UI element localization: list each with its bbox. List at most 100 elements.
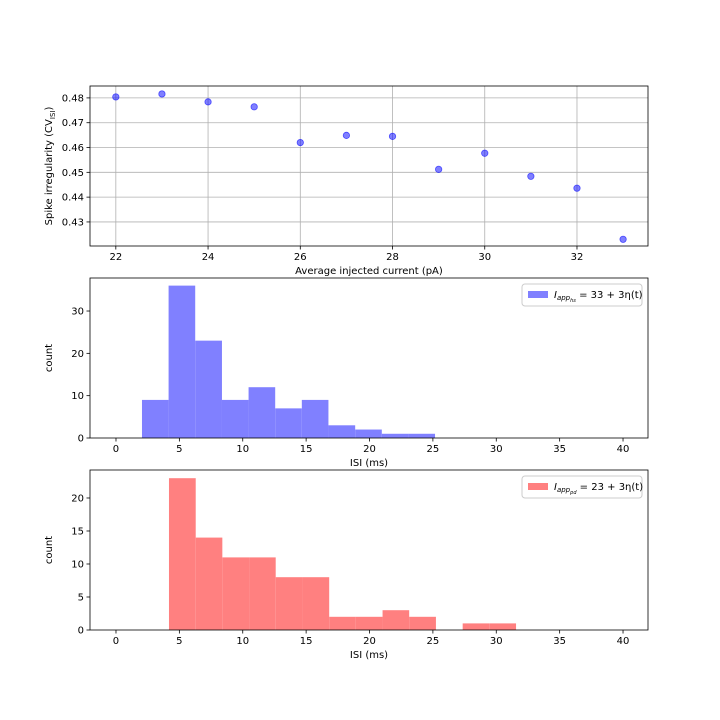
- legend: Iapppd = 23 + 3η(t): [521, 475, 643, 499]
- y-axis-label: count: [44, 344, 55, 372]
- bar: [195, 340, 222, 438]
- subplot: 0 5 10 15 20 25 30 35 40 0 10 20 30 ISI (ms) count Iapp…: [44, 277, 649, 469]
- legend-sub: app: [557, 294, 571, 302]
- point: [112, 93, 120, 101]
- x-tick-label: 10: [236, 636, 249, 647]
- y-tick-label: 0: [78, 434, 84, 445]
- bar: [275, 408, 302, 438]
- bar: [301, 399, 329, 438]
- y-tick-label: 10: [71, 559, 84, 570]
- bar: [275, 577, 303, 630]
- legend-label: Iapppd = 23 + 3η(t): [554, 482, 643, 496]
- y-label-end: ): [44, 107, 55, 111]
- bar: [195, 537, 223, 630]
- bar: [409, 616, 436, 630]
- point: [158, 90, 166, 98]
- x-tick-label: 26: [294, 252, 307, 263]
- x-tick-label: 25: [427, 444, 440, 455]
- y-tick-label: 10: [71, 391, 84, 402]
- bar: [382, 610, 410, 630]
- legend-rest: = 23 + 3η(t): [577, 482, 644, 493]
- x-tick-label: 5: [176, 444, 182, 455]
- y-tick-label: 0.48: [62, 93, 84, 104]
- legend-symbol: I: [554, 290, 557, 301]
- y-tick-label: 30: [71, 307, 84, 318]
- y-tick-label: 20: [71, 349, 84, 360]
- y-label-text: count: [44, 536, 55, 564]
- point: [573, 184, 581, 192]
- x-tick-label: 20: [363, 636, 376, 647]
- point: [342, 131, 351, 139]
- point: [250, 103, 258, 111]
- bar: [141, 399, 169, 438]
- x-tick-label: 40: [617, 444, 630, 455]
- x-tick-label: 40: [617, 636, 630, 647]
- legend-swatch: [528, 483, 548, 490]
- x-tick-label: 30: [490, 636, 503, 647]
- x-tick-label: 25: [427, 636, 440, 647]
- bar: [168, 285, 196, 438]
- point: [296, 138, 304, 147]
- x-tick-label: 15: [300, 444, 313, 455]
- y-tick-label: 0.46: [62, 143, 84, 154]
- subplot: 0 5 10 15 20 25 30 35 40 0 5 10 15 20 ISI (ms) count Iap…: [44, 469, 649, 661]
- legend-box: [521, 475, 643, 499]
- legend-subsub: hs: [570, 298, 576, 304]
- y-label-text: Spike irregularity (CV: [44, 119, 55, 225]
- bar: [249, 557, 276, 630]
- x-tick-label: 5: [176, 636, 182, 647]
- subplot: 22 24 26 28 30 32 0.43 0.44 0.45 0.46 0.47 0.48 Aver…: [44, 85, 649, 277]
- point: [388, 132, 397, 140]
- legend-subsub: pd: [569, 490, 577, 496]
- legend-rest: = 33 + 3η(t): [576, 290, 643, 301]
- bar: [222, 557, 250, 630]
- legend-label: Iapphs = 33 + 3η(t): [554, 290, 643, 304]
- bar: [355, 429, 382, 438]
- x-tick-label: 35: [553, 444, 566, 455]
- y-tick-label: 0.44: [62, 193, 84, 204]
- y-tick-label: 20: [71, 493, 84, 504]
- bar: [489, 623, 517, 630]
- y-tick-label: 0: [78, 626, 84, 637]
- legend-symbol: I: [554, 482, 557, 493]
- x-axis-label: ISI (ms): [350, 458, 388, 469]
- y-axis-label: Spike irregularity (CVISI): [44, 107, 57, 226]
- x-tick-label: 10: [236, 444, 249, 455]
- x-axis-label: Average injected current (pA): [295, 266, 443, 277]
- y-label-sub: ISI: [49, 111, 57, 120]
- legend-box: [521, 283, 643, 307]
- point: [204, 98, 212, 106]
- x-tick-label: 15: [300, 636, 313, 647]
- legend-sub: app: [557, 486, 571, 494]
- bar: [408, 433, 436, 438]
- y-tick-label: 0.45: [62, 168, 84, 179]
- axes-frame: [89, 85, 649, 247]
- bar: [221, 399, 249, 438]
- y-tick-label: 5: [78, 592, 84, 603]
- bar: [462, 623, 490, 630]
- x-tick-label: 22: [109, 252, 122, 263]
- bar: [381, 433, 409, 438]
- y-axis-label: count: [44, 536, 55, 564]
- x-tick-label: 20: [363, 444, 376, 455]
- x-tick-label: 35: [553, 636, 566, 647]
- bar: [355, 616, 383, 630]
- x-axis-label: ISI (ms): [350, 650, 388, 661]
- legend-swatch: [528, 291, 548, 298]
- y-label-text: count: [44, 344, 55, 372]
- y-tick-label: 15: [71, 526, 84, 537]
- x-tick-label: 0: [113, 636, 119, 647]
- bar: [329, 616, 356, 630]
- point: [481, 149, 489, 157]
- bar: [328, 425, 356, 438]
- x-tick-label: 30: [490, 444, 503, 455]
- axes-frame: [89, 469, 649, 631]
- legend: Iapphs = 33 + 3η(t): [521, 283, 643, 307]
- point: [527, 172, 535, 180]
- y-tick-label: 0.43: [62, 217, 84, 228]
- y-tick-label: 0.47: [62, 118, 84, 129]
- bar: [248, 387, 276, 438]
- point: [619, 235, 627, 243]
- bar: [302, 577, 330, 630]
